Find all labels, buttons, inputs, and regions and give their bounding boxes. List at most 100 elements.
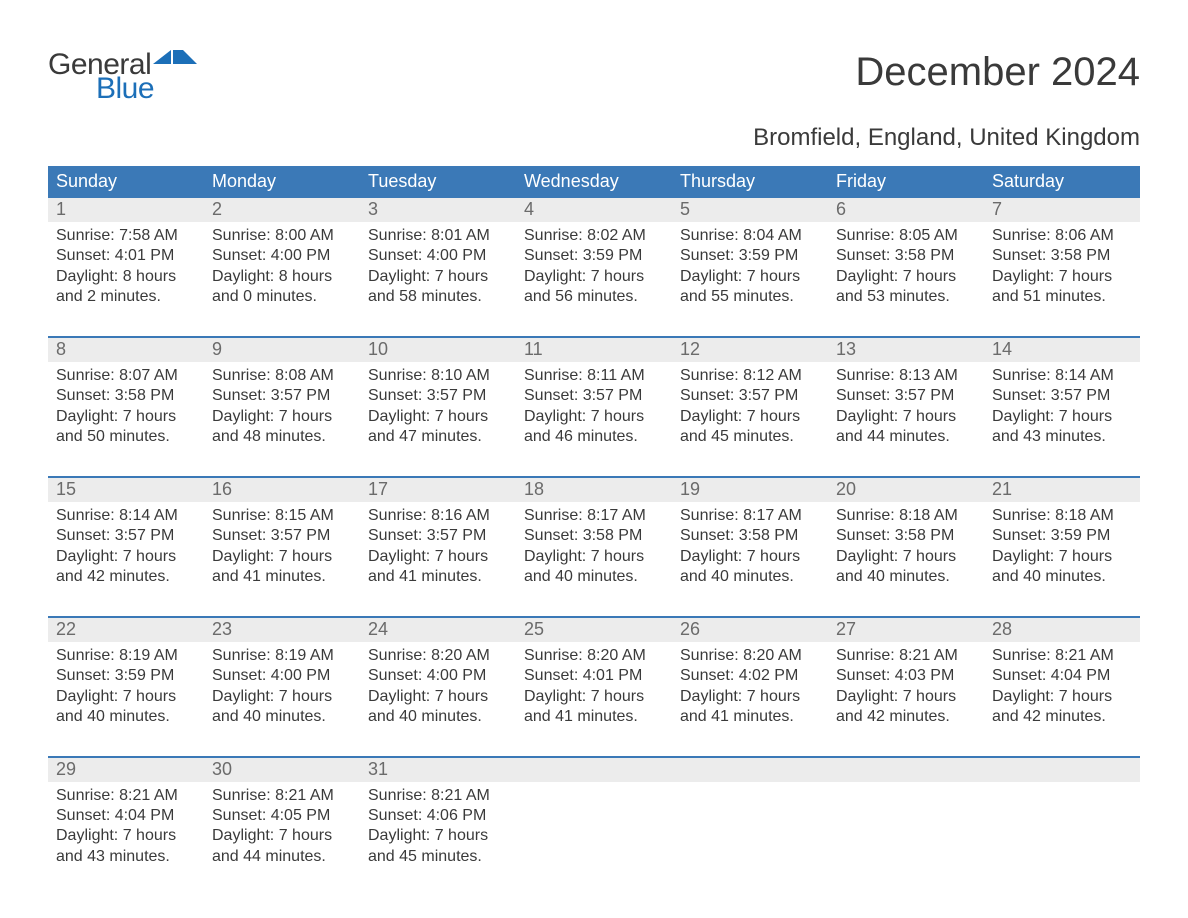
day-cell: 23Sunrise: 8:19 AMSunset: 4:00 PMDayligh… (204, 618, 360, 728)
sunset-line: Sunset: 3:59 PM (680, 246, 820, 266)
day-body (672, 782, 828, 786)
sunrise-line: Sunrise: 8:10 AM (368, 366, 508, 386)
day-cell: 4Sunrise: 8:02 AMSunset: 3:59 PMDaylight… (516, 198, 672, 308)
day-cell: 24Sunrise: 8:20 AMSunset: 4:00 PMDayligh… (360, 618, 516, 728)
day-cell: 26Sunrise: 8:20 AMSunset: 4:02 PMDayligh… (672, 618, 828, 728)
sunrise-line: Sunrise: 8:18 AM (836, 506, 976, 526)
day-number (984, 758, 1140, 782)
day-number-row: 19 (672, 478, 828, 502)
day-number-row: 21 (984, 478, 1140, 502)
day-number-row: 24 (360, 618, 516, 642)
weekday-header: Wednesday (516, 166, 672, 198)
day-body: Sunrise: 8:15 AMSunset: 3:57 PMDaylight:… (204, 502, 360, 588)
sunset-line: Sunset: 3:59 PM (56, 666, 196, 686)
day-number: 26 (672, 618, 828, 642)
sunrise-line: Sunrise: 8:11 AM (524, 366, 664, 386)
sunrise-line: Sunrise: 8:18 AM (992, 506, 1132, 526)
sunrise-line: Sunrise: 8:05 AM (836, 226, 976, 246)
day-body: Sunrise: 8:11 AMSunset: 3:57 PMDaylight:… (516, 362, 672, 448)
day-number-row: 28 (984, 618, 1140, 642)
sunset-line: Sunset: 3:58 PM (56, 386, 196, 406)
day-cell: 17Sunrise: 8:16 AMSunset: 3:57 PMDayligh… (360, 478, 516, 588)
day-cell: 5Sunrise: 8:04 AMSunset: 3:59 PMDaylight… (672, 198, 828, 308)
day-number-row: 12 (672, 338, 828, 362)
day-number: 15 (48, 478, 204, 502)
daylight-line: and 41 minutes. (524, 707, 664, 727)
daylight-line: Daylight: 7 hours (992, 407, 1132, 427)
daylight-line: Daylight: 7 hours (524, 407, 664, 427)
day-body: Sunrise: 8:19 AMSunset: 4:00 PMDaylight:… (204, 642, 360, 728)
day-number-row (516, 758, 672, 782)
daylight-line: Daylight: 7 hours (680, 267, 820, 287)
daylight-line: and 42 minutes. (836, 707, 976, 727)
daylight-line: and 44 minutes. (212, 847, 352, 867)
day-number: 9 (204, 338, 360, 362)
day-number: 25 (516, 618, 672, 642)
sunset-line: Sunset: 3:58 PM (992, 246, 1132, 266)
day-body: Sunrise: 8:21 AMSunset: 4:06 PMDaylight:… (360, 782, 516, 868)
daylight-line: and 46 minutes. (524, 427, 664, 447)
day-cell: 14Sunrise: 8:14 AMSunset: 3:57 PMDayligh… (984, 338, 1140, 448)
weekday-header: Saturday (984, 166, 1140, 198)
day-cell: 18Sunrise: 8:17 AMSunset: 3:58 PMDayligh… (516, 478, 672, 588)
sunrise-line: Sunrise: 8:13 AM (836, 366, 976, 386)
daylight-line: Daylight: 7 hours (212, 687, 352, 707)
day-body: Sunrise: 8:21 AMSunset: 4:04 PMDaylight:… (48, 782, 204, 868)
day-number: 23 (204, 618, 360, 642)
day-number-row (984, 758, 1140, 782)
day-number-row: 27 (828, 618, 984, 642)
sunset-line: Sunset: 3:57 PM (836, 386, 976, 406)
day-number: 7 (984, 198, 1140, 222)
day-body: Sunrise: 8:14 AMSunset: 3:57 PMDaylight:… (48, 502, 204, 588)
day-cell: 12Sunrise: 8:12 AMSunset: 3:57 PMDayligh… (672, 338, 828, 448)
weekday-header: Sunday (48, 166, 204, 198)
sunrise-line: Sunrise: 8:16 AM (368, 506, 508, 526)
daylight-line: Daylight: 7 hours (680, 687, 820, 707)
sunrise-line: Sunrise: 8:21 AM (836, 646, 976, 666)
day-number: 4 (516, 198, 672, 222)
daylight-line: Daylight: 7 hours (368, 407, 508, 427)
day-cell: 9Sunrise: 8:08 AMSunset: 3:57 PMDaylight… (204, 338, 360, 448)
sunrise-line: Sunrise: 8:04 AM (680, 226, 820, 246)
daylight-line: Daylight: 7 hours (836, 407, 976, 427)
day-number: 31 (360, 758, 516, 782)
sunset-line: Sunset: 4:05 PM (212, 806, 352, 826)
sunset-line: Sunset: 4:00 PM (212, 246, 352, 266)
weekday-header: Monday (204, 166, 360, 198)
day-cell: 8Sunrise: 8:07 AMSunset: 3:58 PMDaylight… (48, 338, 204, 448)
week-row: 8Sunrise: 8:07 AMSunset: 3:58 PMDaylight… (48, 336, 1140, 448)
daylight-line: Daylight: 7 hours (680, 547, 820, 567)
day-body: Sunrise: 8:17 AMSunset: 3:58 PMDaylight:… (672, 502, 828, 588)
day-number: 1 (48, 198, 204, 222)
day-cell: 10Sunrise: 8:10 AMSunset: 3:57 PMDayligh… (360, 338, 516, 448)
daylight-line: Daylight: 7 hours (836, 547, 976, 567)
day-number: 20 (828, 478, 984, 502)
day-number-row: 20 (828, 478, 984, 502)
sunrise-line: Sunrise: 8:20 AM (524, 646, 664, 666)
day-body: Sunrise: 8:20 AMSunset: 4:01 PMDaylight:… (516, 642, 672, 728)
day-cell: 30Sunrise: 8:21 AMSunset: 4:05 PMDayligh… (204, 758, 360, 868)
day-number-row: 25 (516, 618, 672, 642)
day-body: Sunrise: 8:12 AMSunset: 3:57 PMDaylight:… (672, 362, 828, 448)
day-number: 24 (360, 618, 516, 642)
day-number: 30 (204, 758, 360, 782)
day-number: 27 (828, 618, 984, 642)
sunset-line: Sunset: 4:04 PM (56, 806, 196, 826)
daylight-line: and 40 minutes. (212, 707, 352, 727)
daylight-line: and 40 minutes. (836, 567, 976, 587)
day-body: Sunrise: 8:07 AMSunset: 3:58 PMDaylight:… (48, 362, 204, 448)
daylight-line: Daylight: 7 hours (368, 267, 508, 287)
day-number-row: 11 (516, 338, 672, 362)
sunset-line: Sunset: 4:00 PM (368, 666, 508, 686)
day-body: Sunrise: 8:08 AMSunset: 3:57 PMDaylight:… (204, 362, 360, 448)
day-number-row: 23 (204, 618, 360, 642)
daylight-line: Daylight: 7 hours (992, 547, 1132, 567)
day-number: 22 (48, 618, 204, 642)
sunrise-line: Sunrise: 8:21 AM (992, 646, 1132, 666)
day-body: Sunrise: 8:21 AMSunset: 4:05 PMDaylight:… (204, 782, 360, 868)
day-number: 6 (828, 198, 984, 222)
day-number-row: 31 (360, 758, 516, 782)
sunrise-line: Sunrise: 8:12 AM (680, 366, 820, 386)
page-title: December 2024 (855, 50, 1140, 95)
day-number: 17 (360, 478, 516, 502)
